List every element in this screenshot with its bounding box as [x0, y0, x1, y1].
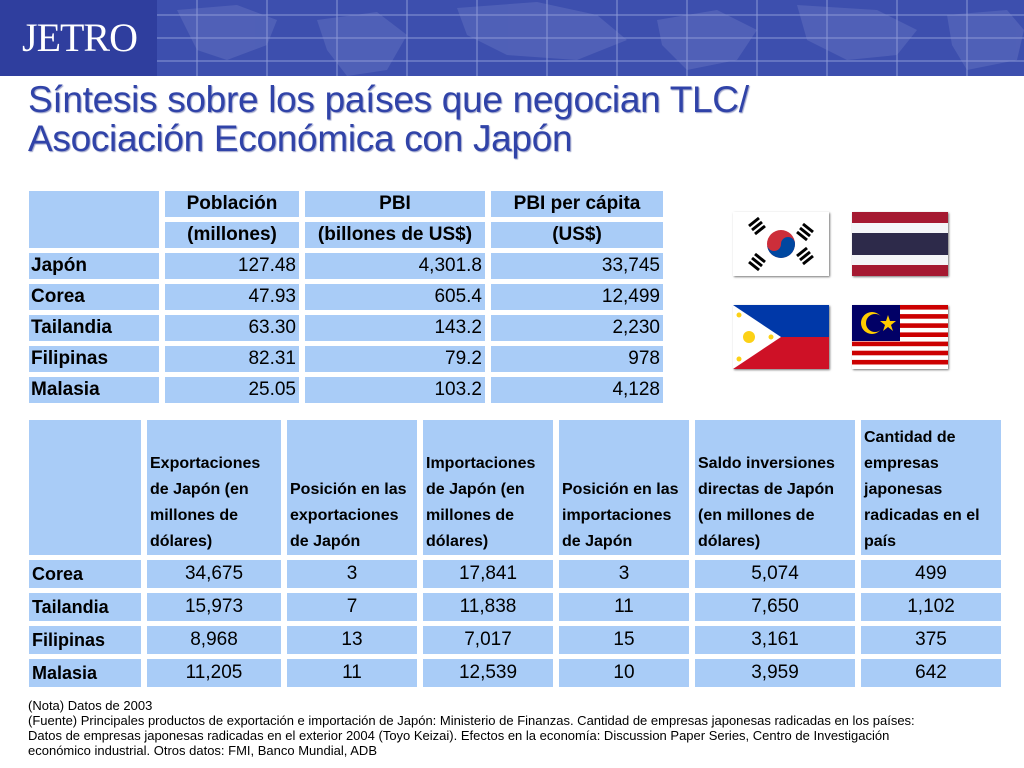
table-row: Tailandia 63.30 143.2 2,230 [29, 315, 663, 341]
title-line-2: Asociación Económica con Japón [28, 118, 573, 159]
country-cell: Corea [29, 284, 159, 310]
logo-box: JETRO [0, 0, 157, 76]
country-cell: Filipinas [29, 626, 141, 654]
value-cell: 7,017 [423, 626, 553, 654]
country-cell: Malasia [29, 377, 159, 403]
note-line: económico industrial. Otros datos: FMI, … [28, 743, 377, 758]
value-cell: 978 [491, 346, 663, 372]
value-cell: 375 [861, 626, 1001, 654]
table-header-row: Población PBI PBI per cápita [29, 191, 663, 248]
value-cell: 3,161 [695, 626, 855, 654]
column-header: Cantidad de empresas japonesas radicadas… [861, 420, 1001, 555]
value-cell: 12,539 [423, 659, 553, 687]
source-notes: (Nota) Datos de 2003 (Fuente) Principale… [28, 698, 1018, 758]
value-cell: 8,968 [147, 626, 281, 654]
value-cell: 5,074 [695, 560, 855, 588]
philippines-flag-icon [733, 305, 829, 369]
thailand-flag-icon [852, 212, 948, 276]
header-banner: JETRO [0, 0, 1024, 76]
value-cell: 11 [287, 659, 417, 687]
world-map-background [157, 0, 1024, 76]
value-cell: 4,301.8 [305, 253, 485, 279]
value-cell: 12,499 [491, 284, 663, 310]
value-cell: 11 [559, 593, 689, 621]
value-cell: 103.2 [305, 377, 485, 403]
table-row: Malasia 11,205 11 12,539 10 3,959 642 [29, 659, 1001, 687]
value-cell: 7 [287, 593, 417, 621]
country-cell: Tailandia [29, 593, 141, 621]
table-row: Tailandia 15,973 7 11,838 11 7,650 1,102 [29, 593, 1001, 621]
page-title: Síntesis sobre los países que negocian T… [28, 80, 749, 158]
table-row: Corea 34,675 3 17,841 3 5,074 499 [29, 560, 1001, 588]
value-cell: 25.05 [165, 377, 299, 403]
malaysia-flag-icon [852, 305, 948, 369]
value-cell: 11,838 [423, 593, 553, 621]
table-units-row: (millones) (billones de US$) (US$) [29, 222, 663, 248]
column-header: Saldo inversiones directas de Japón (en … [695, 420, 855, 555]
value-cell: 3 [559, 560, 689, 588]
column-unit: (millones) [165, 222, 299, 248]
south-korea-flag-icon [733, 212, 829, 276]
value-cell: 15,973 [147, 593, 281, 621]
value-cell: 1,102 [861, 593, 1001, 621]
column-header: Exportaciones de Japón (en millones de d… [147, 420, 281, 555]
column-header: PBI [305, 191, 485, 217]
trade-table: Exportaciones de Japón (en millones de d… [23, 415, 1007, 692]
value-cell: 47.93 [165, 284, 299, 310]
value-cell: 17,841 [423, 560, 553, 588]
value-cell: 13 [287, 626, 417, 654]
column-header: Posición en las exportaciones de Japón [287, 420, 417, 555]
title-line-1: Síntesis sobre los países que negocian T… [28, 79, 749, 120]
economy-table: Población PBI PBI per cápita (millones) … [23, 186, 669, 408]
value-cell: 143.2 [305, 315, 485, 341]
column-header: Importaciones de Japón (en millones de d… [423, 420, 553, 555]
column-header: Población [165, 191, 299, 217]
value-cell: 82.31 [165, 346, 299, 372]
value-cell: 63.30 [165, 315, 299, 341]
table-header-row: Exportaciones de Japón (en millones de d… [29, 420, 1001, 555]
column-header: Posición en las importaciones de Japón [559, 420, 689, 555]
column-unit: (US$) [491, 222, 663, 248]
corner-cell [29, 420, 141, 555]
note-line: (Nota) Datos de 2003 [28, 698, 153, 713]
table-row: Malasia 25.05 103.2 4,128 [29, 377, 663, 403]
value-cell: 34,675 [147, 560, 281, 588]
value-cell: 127.48 [165, 253, 299, 279]
note-line: (Fuente) Principales productos de export… [28, 713, 915, 728]
column-unit: (billones de US$) [305, 222, 485, 248]
jetro-logo: JETRO [22, 15, 138, 60]
country-cell: Filipinas [29, 346, 159, 372]
note-line: Datos de empresas japonesas radicadas en… [28, 728, 890, 743]
country-cell: Corea [29, 560, 141, 588]
table-row: Filipinas 8,968 13 7,017 15 3,161 375 [29, 626, 1001, 654]
value-cell: 15 [559, 626, 689, 654]
value-cell: 10 [559, 659, 689, 687]
value-cell: 499 [861, 560, 1001, 588]
value-cell: 642 [861, 659, 1001, 687]
column-header: PBI per cápita [491, 191, 663, 217]
table-row: Filipinas 82.31 79.2 978 [29, 346, 663, 372]
table-row: Corea 47.93 605.4 12,499 [29, 284, 663, 310]
country-cell: Japón [29, 253, 159, 279]
corner-cell [29, 191, 159, 248]
value-cell: 79.2 [305, 346, 485, 372]
value-cell: 7,650 [695, 593, 855, 621]
value-cell: 2,230 [491, 315, 663, 341]
value-cell: 4,128 [491, 377, 663, 403]
table-row: Japón 127.48 4,301.8 33,745 [29, 253, 663, 279]
country-cell: Tailandia [29, 315, 159, 341]
value-cell: 605.4 [305, 284, 485, 310]
country-cell: Malasia [29, 659, 141, 687]
value-cell: 3 [287, 560, 417, 588]
value-cell: 3,959 [695, 659, 855, 687]
value-cell: 33,745 [491, 253, 663, 279]
value-cell: 11,205 [147, 659, 281, 687]
